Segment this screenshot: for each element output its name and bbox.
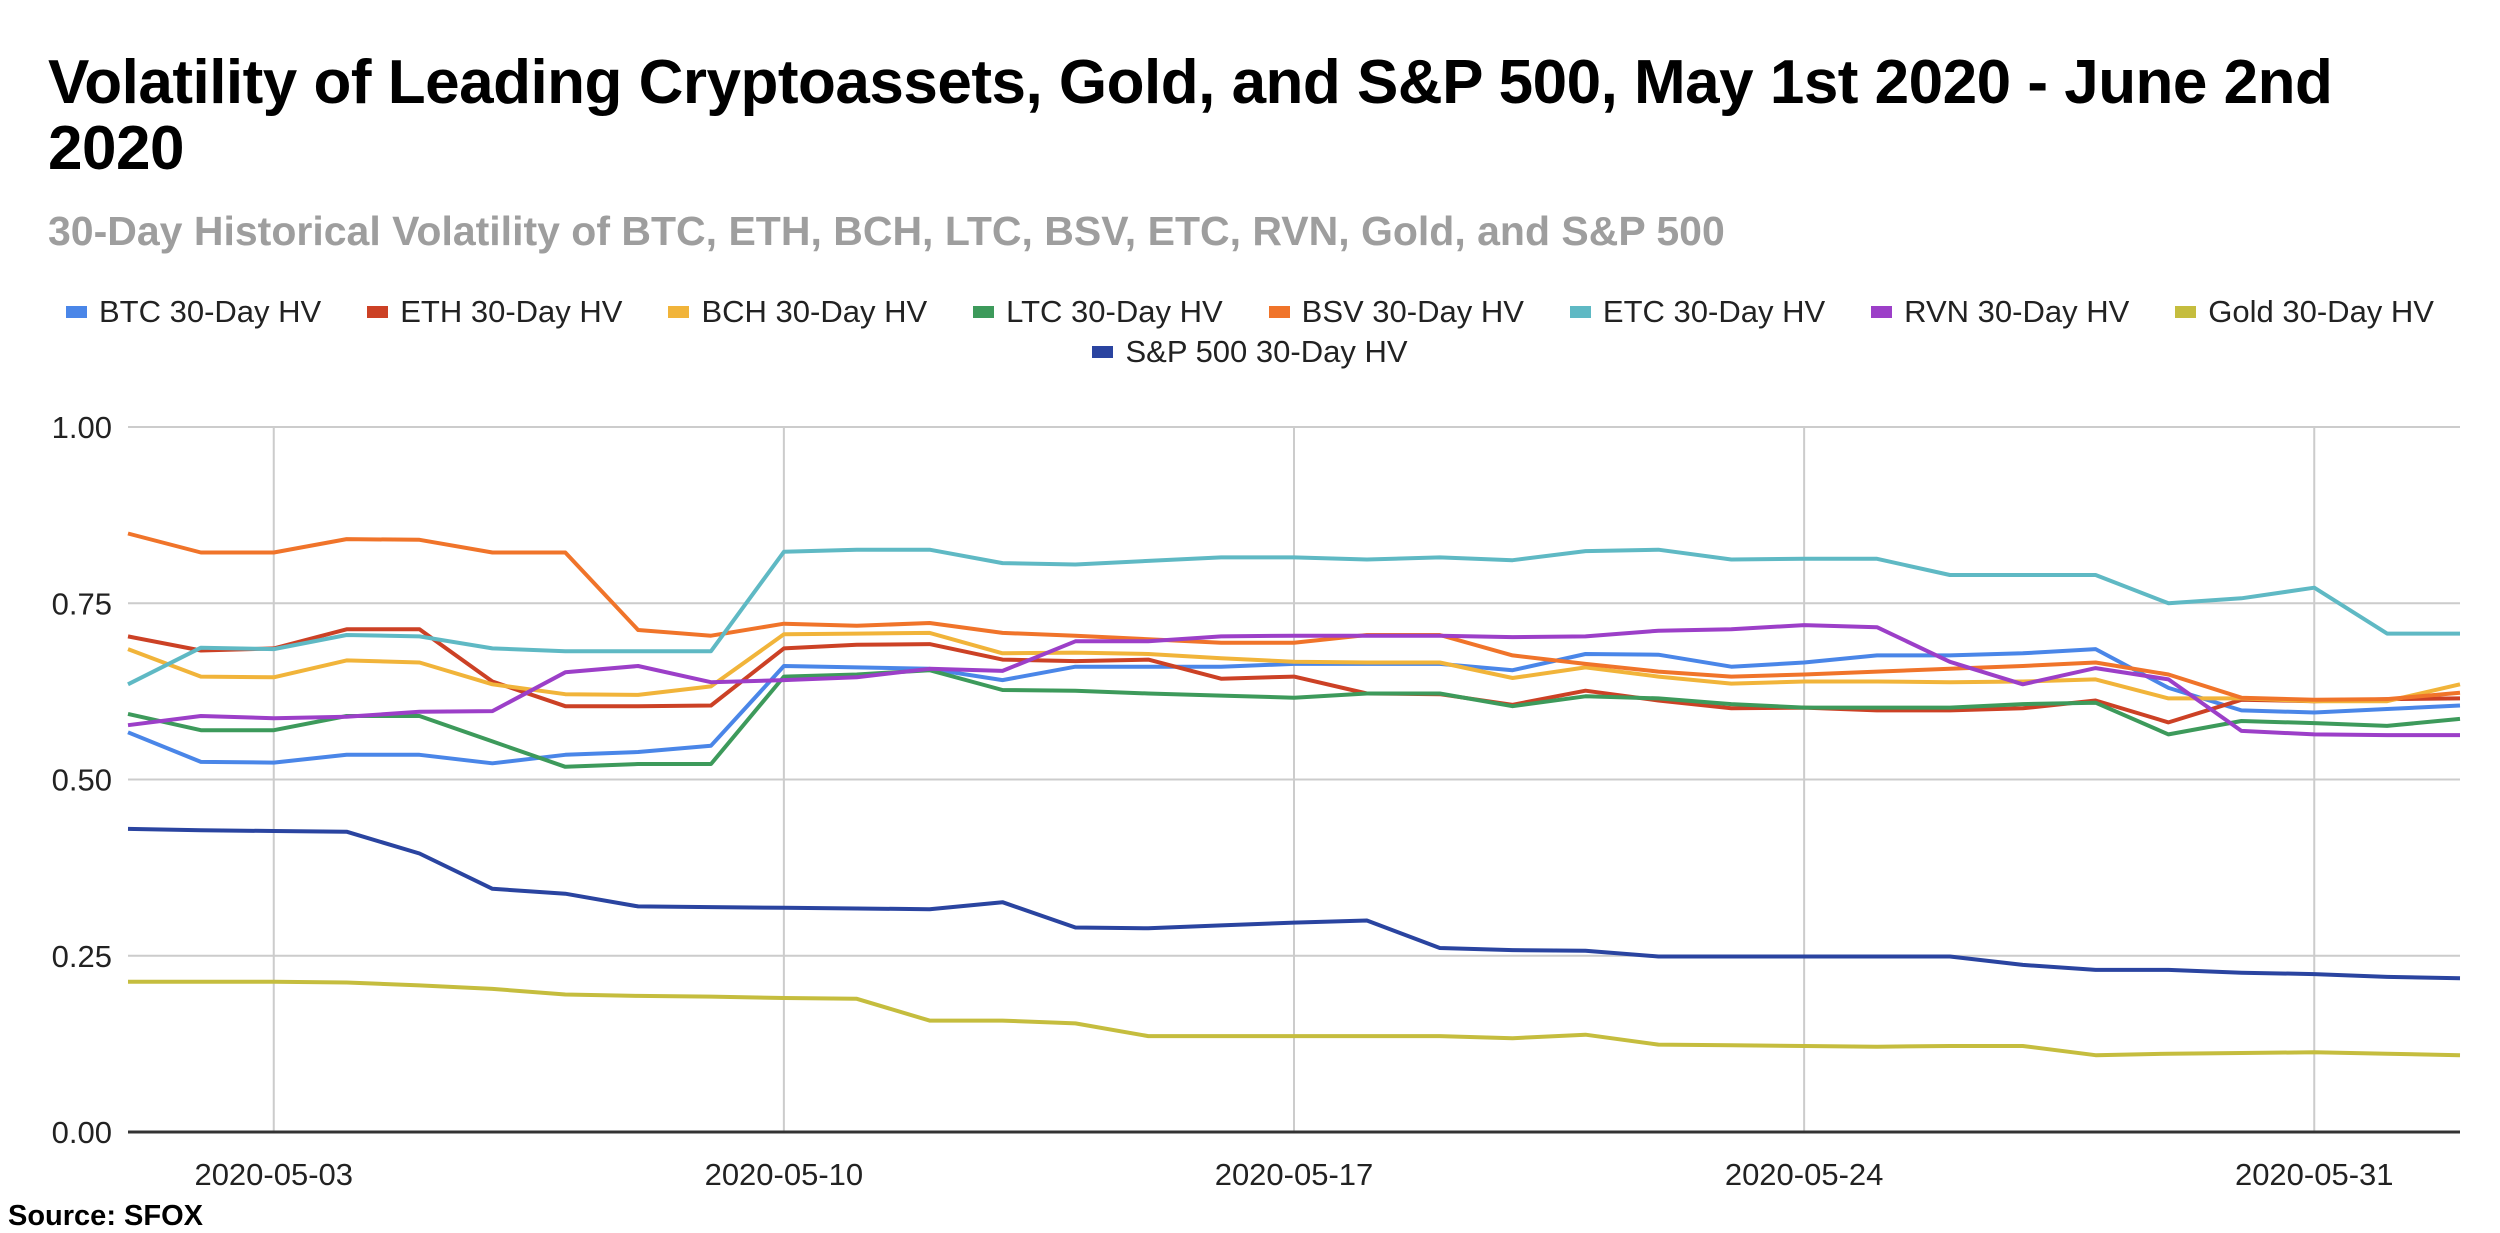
x-tick-label: 2020-05-31 xyxy=(2235,1157,2394,1192)
series-line-ltc[interactable] xyxy=(127,668,2461,769)
legend-item[interactable]: ETC 30-Day HV xyxy=(1569,294,1826,330)
legend-label: S&P 500 30-Day HV xyxy=(1125,334,1408,369)
y-tick-label: 0.25 xyxy=(52,939,112,974)
legend-swatch-icon xyxy=(973,306,995,318)
x-tick-label: 2020-05-24 xyxy=(1725,1157,1884,1192)
legend-label: BSV 30-Day HV xyxy=(1301,294,1524,329)
legend-swatch-icon xyxy=(1871,306,1893,318)
series-line-etc[interactable] xyxy=(127,547,2460,687)
legend-label: LTC 30-Day HV xyxy=(1006,294,1223,329)
chart-title: Volatility of Leading Cryptoassets, Gold… xyxy=(48,48,2333,183)
series-lines xyxy=(127,531,2461,1058)
y-axis-labels: 0.00 0.25 0.50 0.75 1.00 xyxy=(52,410,112,1150)
legend: BTC 30-Day HV ETH 30-Day HV BCH 30-Day HV L… xyxy=(0,294,2500,330)
source-note: Source: SFOX xyxy=(8,1200,203,1232)
series-line-rvn[interactable] xyxy=(127,623,2460,738)
series-line-btc[interactable] xyxy=(127,647,2461,766)
x-tick-label: 2020-05-17 xyxy=(1215,1157,1374,1192)
series-line-gold[interactable] xyxy=(128,979,2461,1058)
series-line-bsv[interactable] xyxy=(127,531,2461,702)
legend-label: BTC 30-Day HV xyxy=(99,294,322,329)
legend-swatch-icon xyxy=(668,306,690,318)
legend-swatch-icon xyxy=(1268,306,1290,318)
legend-swatch-icon xyxy=(66,306,87,318)
legend-label: ETH 30-Day HV xyxy=(400,294,623,329)
vertical-gridlines xyxy=(272,427,2316,1132)
legend-label: BCH 30-Day HV xyxy=(701,294,928,329)
legend-row-2: S&P 500 30-Day HV xyxy=(0,334,2500,370)
legend-label: RVN 30-Day HV xyxy=(1904,294,2130,329)
legend-item[interactable]: BSV 30-Day HV xyxy=(1268,294,1524,330)
legend-swatch-icon xyxy=(1569,306,1591,318)
x-axis-labels: 2020-05-03 2020-05-10 2020-05-17 2020-05-24… xyxy=(194,1157,2393,1192)
legend-item[interactable]: BTC 30-Day HV xyxy=(66,294,321,330)
series-line-bch[interactable] xyxy=(127,630,2461,704)
legend-label: Gold 30-Day HV xyxy=(2208,294,2434,329)
x-tick-label: 2020-05-03 xyxy=(194,1157,353,1192)
chart-subtitle: 30-Day Historical Volatility of BTC, ETH… xyxy=(48,208,1725,254)
y-tick-label: 0.00 xyxy=(52,1115,112,1150)
legend-swatch-icon xyxy=(367,306,389,318)
legend-item[interactable]: RVN 30-Day HV xyxy=(1871,294,2129,330)
x-tick-label: 2020-05-10 xyxy=(705,1157,864,1192)
legend-item[interactable]: BCH 30-Day HV xyxy=(668,294,927,330)
series-line-sp[interactable] xyxy=(127,826,2461,981)
legend-swatch-icon xyxy=(2175,306,2197,318)
y-tick-label: 0.50 xyxy=(52,763,112,798)
legend-item[interactable]: LTC 30-Day HV xyxy=(973,294,1223,330)
legend-item[interactable]: S&P 500 30-Day HV xyxy=(1092,334,1408,370)
legend-item[interactable]: ETH 30-Day HV xyxy=(367,294,622,330)
y-tick-label: 1.00 xyxy=(52,410,112,445)
legend-swatch-icon xyxy=(1092,346,1114,358)
legend-label: ETC 30-Day HV xyxy=(1602,294,1826,329)
legend-item[interactable]: Gold 30-Day HV xyxy=(2175,294,2434,330)
y-tick-label: 0.75 xyxy=(52,586,112,621)
